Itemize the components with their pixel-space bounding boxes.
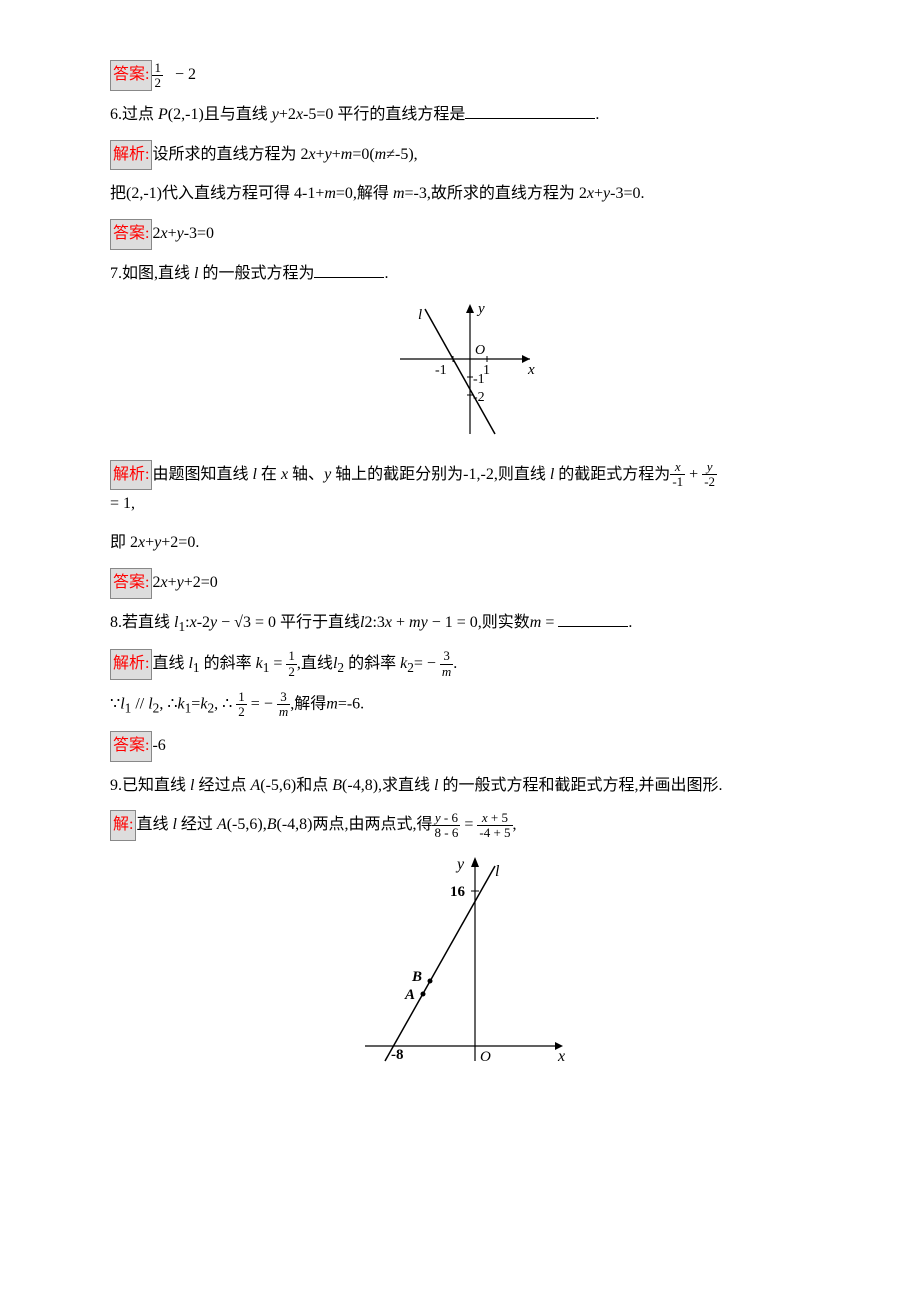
q8-question: 8.若直线 l1:x-2y − √3 = 0 平行于直线l2:3x + my −…	[110, 609, 810, 639]
solution-label: 解:	[110, 810, 136, 841]
svg-text:-8: -8	[391, 1047, 404, 1063]
q6-answer: 答案:2x+y-3=0	[110, 219, 810, 250]
answer-label: 答案:	[110, 568, 152, 599]
answer-label: 答案:	[110, 60, 152, 91]
q8-analysis: 解析:直线 l1 的斜率 k1 = 12,直线l2 的斜率 k2= − 3m.	[110, 649, 810, 680]
svg-text:l: l	[418, 307, 422, 323]
svg-text:x: x	[527, 362, 535, 378]
q6-question: 6.过点 P(2,-1)且与直线 y+2x-5=0 平行的直线方程是.	[110, 101, 810, 130]
svg-text:B: B	[411, 969, 422, 985]
svg-text:y: y	[455, 856, 465, 873]
svg-text:16: 16	[450, 884, 466, 900]
analysis-label: 解析:	[110, 649, 152, 680]
svg-text:-1: -1	[473, 372, 485, 387]
svg-text:A: A	[404, 987, 415, 1003]
q7-question: 7.如图,直线 l 的一般式方程为.	[110, 260, 810, 289]
svg-text:y: y	[476, 301, 485, 317]
val2: − 2	[175, 66, 196, 83]
analysis-label: 解析:	[110, 140, 152, 171]
q8-analysis-line2: ∵l1 // l2, ∴k1=k2, ∴ 12 = − 3m,解得m=-6.	[110, 690, 810, 721]
blank	[465, 102, 595, 119]
svg-text:-1: -1	[435, 363, 447, 378]
answer-label: 答案:	[110, 219, 152, 250]
q6-analysis: 解析:设所求的直线方程为 2x+y+m=0(m≠-5),	[110, 140, 810, 171]
q7-answer: 答案:2x+y+2=0	[110, 568, 810, 599]
q6-analysis-line2: 把(2,-1)代入直线方程可得 4-1+m=0,解得 m=-3,故所求的直线方程…	[110, 180, 810, 209]
svg-text:x: x	[557, 1048, 565, 1065]
answer-label: 答案:	[110, 731, 152, 762]
q5-answer: 答案:12 − 2	[110, 60, 810, 91]
q7-analysis: 解析:由题图知直线 l 在 x 轴、y 轴上的截距分别为-1,-2,则直线 l …	[110, 460, 810, 520]
q9-question: 9.已知直线 l 经过点 A(-5,6)和点 B(-4,8),求直线 l 的一般…	[110, 772, 810, 801]
svg-text:O: O	[480, 1049, 491, 1065]
svg-text:l: l	[495, 863, 500, 880]
q9-solution: 解:直线 l 经过 A(-5,6),B(-4,8)两点,由两点式,得y - 68…	[110, 810, 810, 841]
analysis-label: 解析:	[110, 460, 152, 491]
q7-analysis-line2: 即 2x+y+2=0.	[110, 529, 810, 558]
q8-answer: 答案:-6	[110, 731, 810, 762]
svg-text:O: O	[475, 343, 485, 358]
blank	[314, 261, 384, 278]
blank	[558, 610, 628, 627]
q7-figure: l y x O -1 1 -1 -2	[110, 299, 810, 450]
svg-text:-2: -2	[473, 390, 485, 405]
frac-half: 12	[152, 61, 163, 91]
q9-figure: l y x O 16 -8 B A	[110, 851, 810, 1082]
